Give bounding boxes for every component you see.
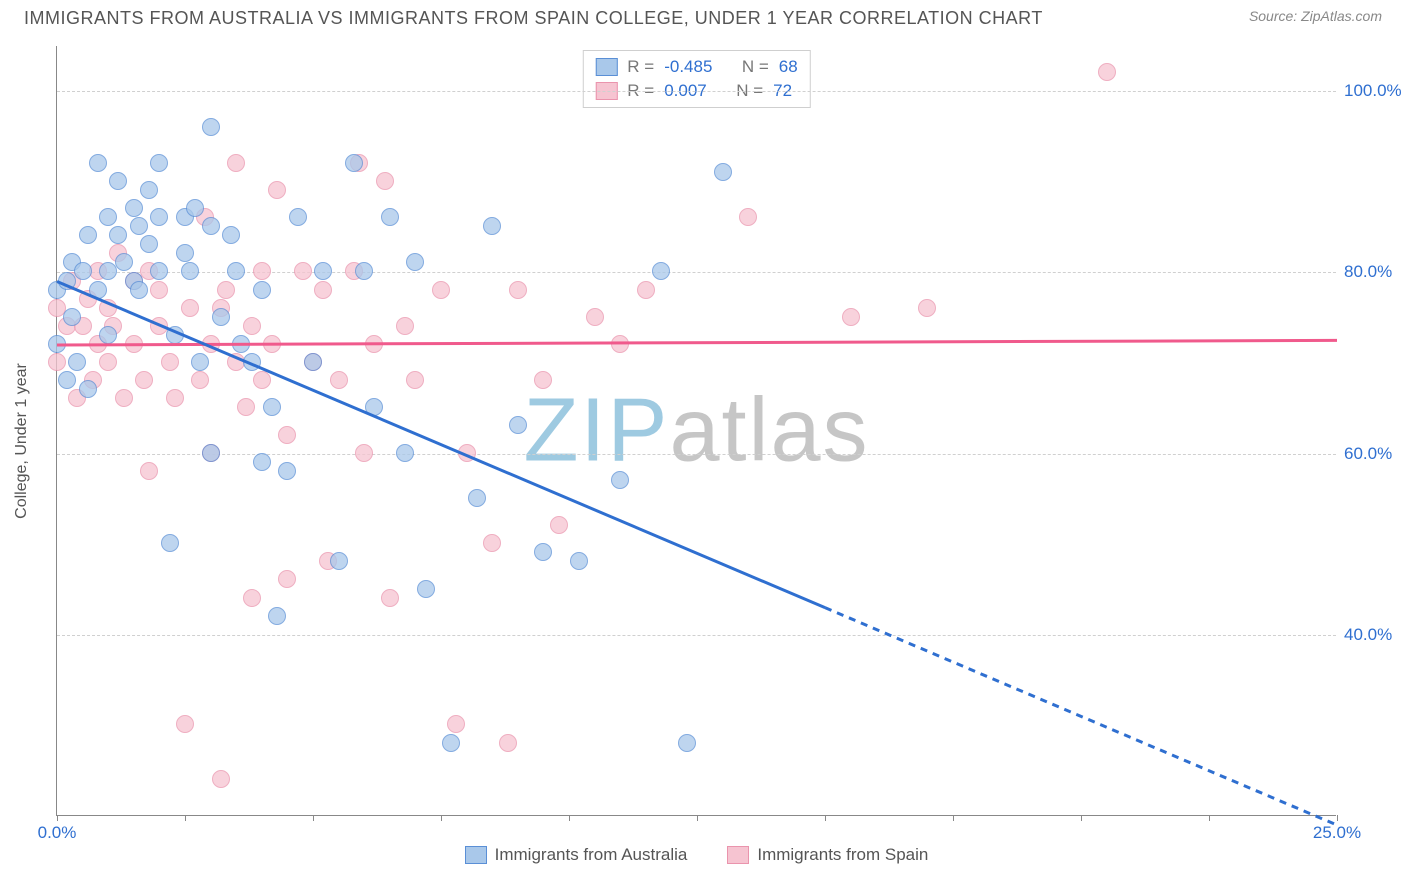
source-name: ZipAtlas.com [1301,8,1382,24]
swatch-a-icon [465,846,487,864]
x-tick-label: 25.0% [1313,823,1361,843]
legend-label-b: Immigrants from Spain [757,845,928,865]
y-tick-label: 100.0% [1344,81,1406,101]
chart-container: College, Under 1 year ZIPatlas R = -0.48… [40,46,1380,836]
y-tick-label: 60.0% [1344,444,1406,464]
x-tick-label: 0.0% [38,823,77,843]
legend-label-a: Immigrants from Australia [495,845,688,865]
header: IMMIGRANTS FROM AUSTRALIA VS IMMIGRANTS … [0,0,1406,29]
chart-title: IMMIGRANTS FROM AUSTRALIA VS IMMIGRANTS … [24,8,1043,29]
y-tick-label: 40.0% [1344,625,1406,645]
source-attribution: Source: ZipAtlas.com [1249,8,1382,24]
y-axis-label: College, Under 1 year [13,363,31,519]
y-tick-label: 80.0% [1344,262,1406,282]
scatter-plot: ZIPatlas R = -0.485 N = 68 R = 0.007 N =… [56,46,1336,816]
swatch-b-icon [727,846,749,864]
source-label: Source: [1249,8,1301,24]
trend-lines [57,46,1337,816]
legend-item-b: Immigrants from Spain [727,845,928,865]
x-tick-mark [1337,815,1338,821]
series-legend: Immigrants from Australia Immigrants fro… [57,845,1336,865]
legend-item-a: Immigrants from Australia [465,845,688,865]
